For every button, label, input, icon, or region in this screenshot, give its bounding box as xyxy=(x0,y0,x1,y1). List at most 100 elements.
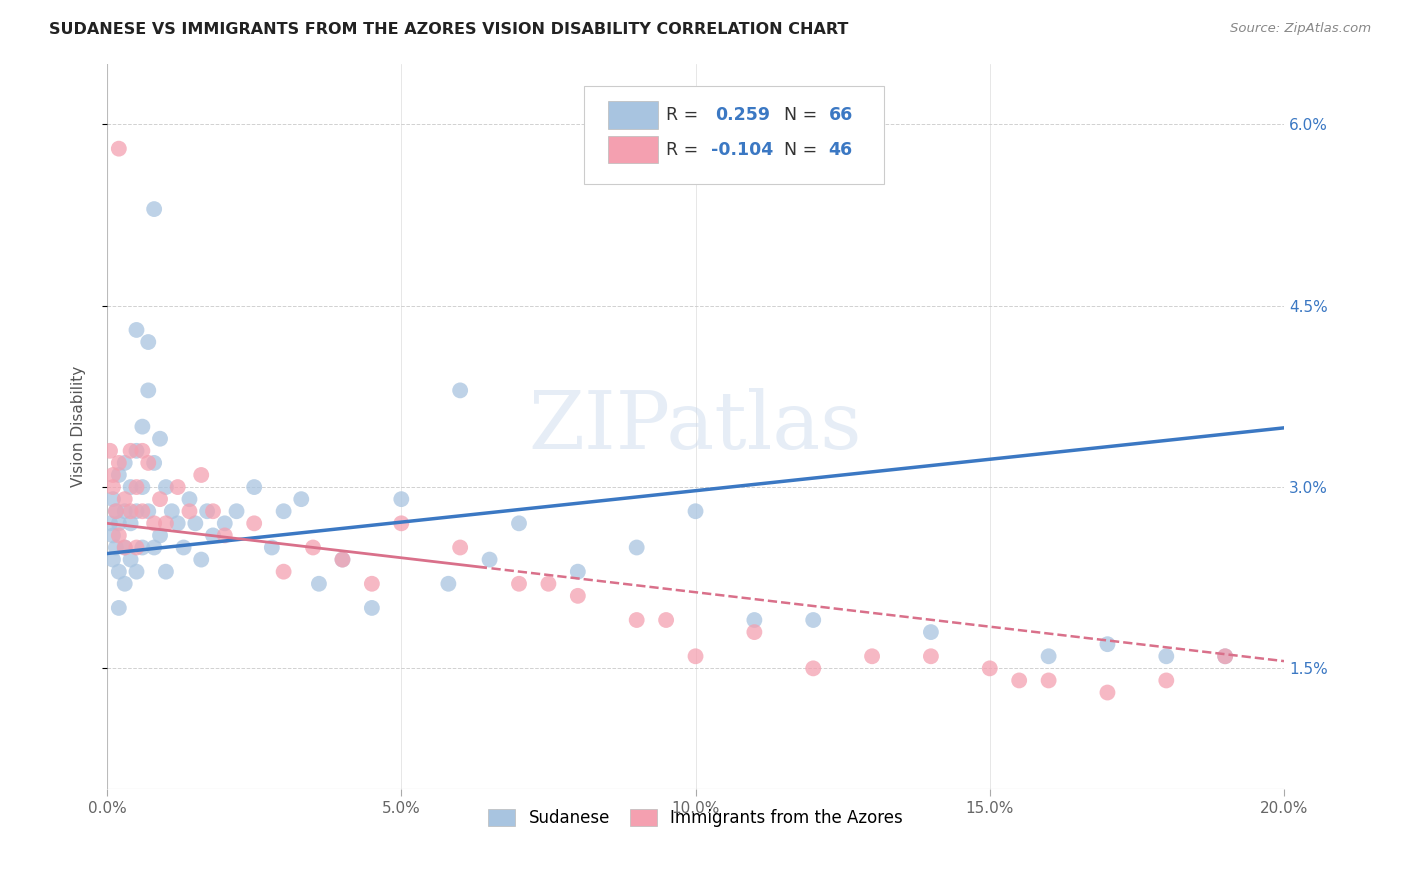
Point xyxy=(626,613,648,627)
Point xyxy=(155,480,177,494)
Point xyxy=(389,492,412,507)
FancyBboxPatch shape xyxy=(609,136,658,163)
Point xyxy=(744,625,766,640)
Y-axis label: Vision Disability: Vision Disability xyxy=(72,366,86,487)
Point xyxy=(98,516,121,531)
Point xyxy=(125,565,148,579)
Point xyxy=(125,504,148,518)
Point xyxy=(114,492,136,507)
Point xyxy=(214,528,236,542)
Point xyxy=(104,504,127,518)
Point xyxy=(1038,649,1060,664)
Point xyxy=(114,576,136,591)
Point xyxy=(136,504,159,518)
Point xyxy=(290,492,312,507)
Point xyxy=(155,516,177,531)
FancyBboxPatch shape xyxy=(583,86,884,184)
Point xyxy=(184,516,207,531)
Text: R =: R = xyxy=(666,141,704,159)
Legend: Sudanese, Immigrants from the Azores: Sudanese, Immigrants from the Azores xyxy=(479,800,911,835)
Point xyxy=(149,528,172,542)
Point xyxy=(360,601,382,615)
Point xyxy=(143,202,166,216)
Point xyxy=(131,419,153,434)
Point xyxy=(136,456,159,470)
Point xyxy=(120,552,142,566)
Point xyxy=(920,649,942,664)
Point xyxy=(120,480,142,494)
Point xyxy=(136,334,159,349)
Point xyxy=(179,492,201,507)
Point xyxy=(101,492,124,507)
Text: -0.104: -0.104 xyxy=(711,141,773,159)
Point xyxy=(114,504,136,518)
Point xyxy=(567,589,589,603)
Point xyxy=(1156,673,1178,688)
Point xyxy=(149,432,172,446)
Point xyxy=(114,541,136,555)
Text: ZIPatlas: ZIPatlas xyxy=(529,388,862,466)
Point xyxy=(190,552,212,566)
Point xyxy=(104,504,127,518)
Point xyxy=(437,576,460,591)
FancyBboxPatch shape xyxy=(609,101,658,128)
Point xyxy=(744,613,766,627)
Point xyxy=(478,552,501,566)
Point xyxy=(243,516,266,531)
Point xyxy=(1213,649,1236,664)
Point xyxy=(131,443,153,458)
Point xyxy=(114,541,136,555)
Point xyxy=(114,456,136,470)
Point xyxy=(225,504,247,518)
Point xyxy=(1008,673,1031,688)
Point xyxy=(108,142,131,156)
Point xyxy=(332,552,354,566)
Point xyxy=(979,661,1001,675)
Text: R =: R = xyxy=(666,106,704,124)
Point xyxy=(108,516,131,531)
Point xyxy=(860,649,883,664)
Point xyxy=(508,576,530,591)
Point xyxy=(214,516,236,531)
Point xyxy=(449,541,471,555)
Point xyxy=(108,565,131,579)
Point xyxy=(101,552,124,566)
Point xyxy=(273,504,295,518)
Point xyxy=(101,467,124,482)
Point xyxy=(685,649,707,664)
Point xyxy=(108,456,131,470)
Point xyxy=(201,504,224,518)
Point xyxy=(1038,673,1060,688)
Point xyxy=(108,467,131,482)
Text: 46: 46 xyxy=(828,141,852,159)
Point xyxy=(143,516,166,531)
Point xyxy=(1097,685,1119,699)
Point xyxy=(655,613,678,627)
Point xyxy=(801,661,824,675)
Point xyxy=(104,541,127,555)
Point xyxy=(120,516,142,531)
Point xyxy=(685,504,707,518)
Text: 66: 66 xyxy=(828,106,853,124)
Point xyxy=(260,541,283,555)
Point xyxy=(308,576,330,591)
Point xyxy=(125,480,148,494)
Point xyxy=(155,565,177,579)
Point xyxy=(108,601,131,615)
Point xyxy=(626,541,648,555)
Point xyxy=(273,565,295,579)
Point xyxy=(131,480,153,494)
Text: N =: N = xyxy=(783,106,823,124)
Point xyxy=(173,541,195,555)
Point xyxy=(166,480,188,494)
Point xyxy=(449,384,471,398)
Point xyxy=(302,541,325,555)
Point xyxy=(125,541,148,555)
Point xyxy=(179,504,201,518)
Point xyxy=(190,467,212,482)
Point xyxy=(1097,637,1119,651)
Point xyxy=(143,541,166,555)
Point xyxy=(1156,649,1178,664)
Point xyxy=(243,480,266,494)
Point xyxy=(201,528,224,542)
